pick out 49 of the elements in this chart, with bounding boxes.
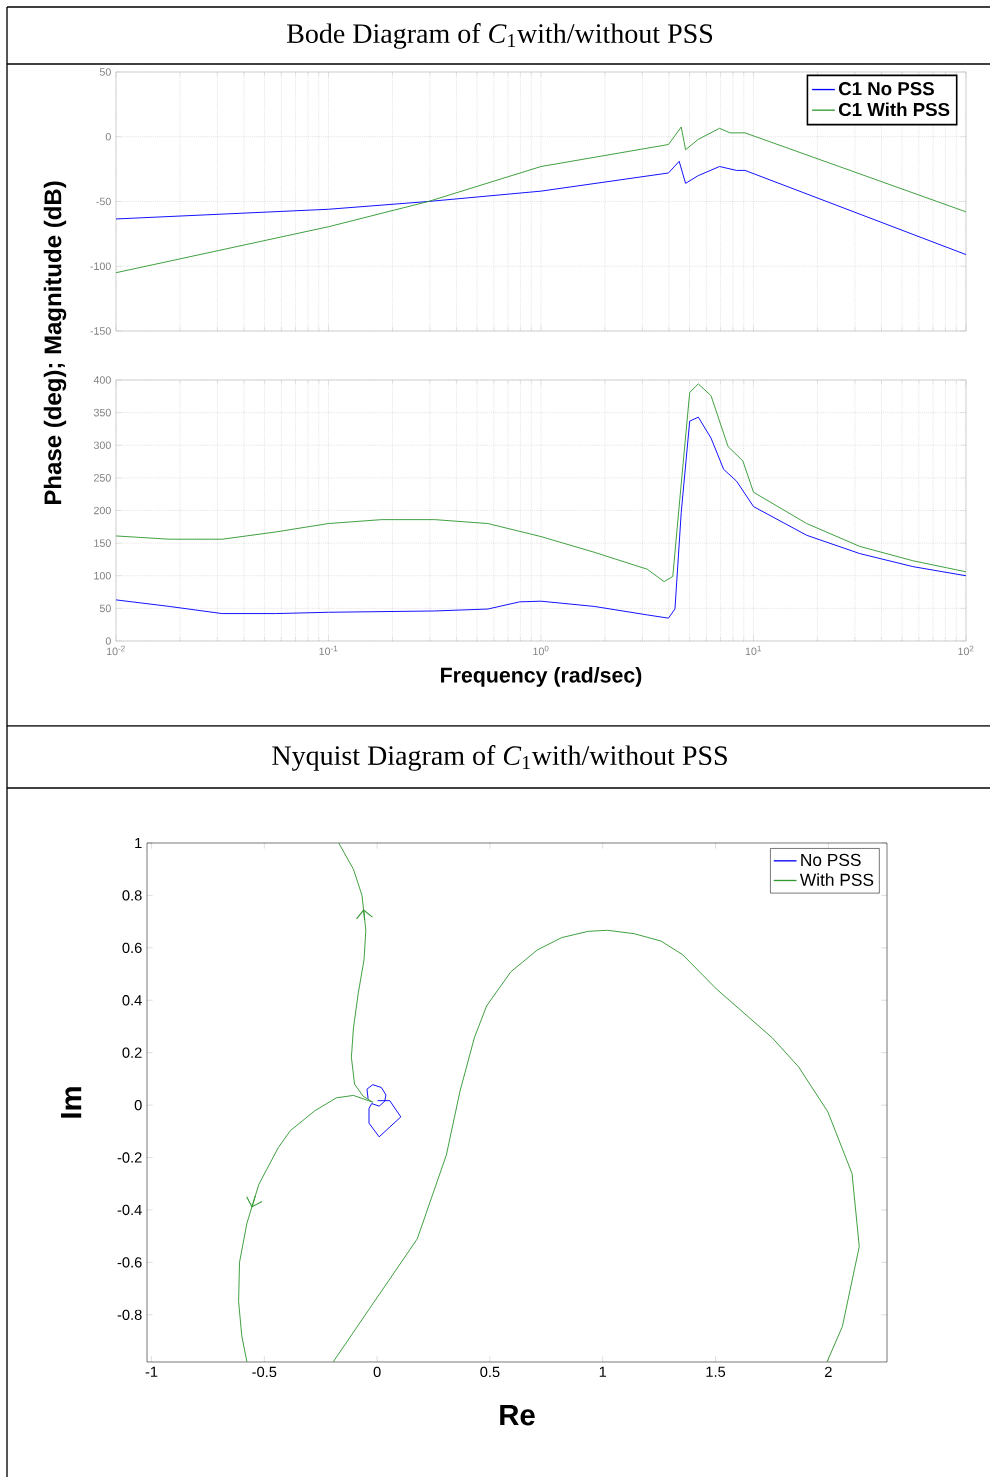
- x-tick-label: 0: [373, 1366, 381, 1378]
- y-tick-label: 150: [94, 539, 111, 547]
- y-tick-label: 0.4: [122, 995, 142, 1006]
- y-tick-label: 50: [99, 68, 111, 76]
- x-tick-label: -1: [145, 1366, 158, 1377]
- y-tick-label: 0: [134, 1099, 142, 1111]
- y-axis-title: Phase (deg); Magnitude (dB): [43, 181, 67, 505]
- line-series: [332, 929, 860, 1362]
- x-tick-label: 1: [599, 1366, 607, 1377]
- line-series: [238, 842, 374, 1362]
- x-tick-label: 10$^{2}$: [958, 645, 974, 656]
- x-tick-label: 10$^{-2}$: [106, 645, 125, 656]
- y-tick-label: 100: [94, 571, 111, 580]
- y-tick-label: -50: [96, 197, 111, 206]
- x-tick-label: 10$^{0}$: [533, 645, 549, 656]
- y-tick-label: 0: [105, 132, 111, 141]
- y-tick-label: 200: [94, 506, 111, 515]
- line-series: [366, 1084, 402, 1138]
- x-tick-label: 2: [825, 1366, 832, 1377]
- y-tick-label: 350: [93, 408, 111, 417]
- y-axis-title: Im: [61, 1087, 82, 1118]
- y-tick-label: 0: [105, 637, 111, 645]
- x-tick-label: -0.5: [252, 1366, 277, 1378]
- x-axis-title: Frequency (rad/sec): [441, 666, 642, 687]
- y-tick-label: 0.2: [122, 1047, 142, 1058]
- y-tick-label: 1: [135, 837, 142, 849]
- x-tick-label: 0.5: [480, 1366, 500, 1378]
- y-tick-label: -150: [90, 327, 111, 335]
- chart-title: Bode Diagram of C$_{1}$with/without PSS: [287, 23, 713, 49]
- y-tick-label: 300: [93, 441, 111, 450]
- legend-label: C1 No PSS: [838, 82, 934, 96]
- y-tick-label: -0.4: [117, 1204, 142, 1216]
- y-tick-label: -0.2: [117, 1152, 142, 1163]
- y-tick-label: 0.8: [122, 890, 142, 901]
- y-tick-label: -0.8: [117, 1309, 142, 1321]
- y-tick-label: 0.6: [122, 942, 142, 954]
- x-tick-label: 10$^{1}$: [745, 645, 761, 656]
- x-tick-label: 1.5: [706, 1366, 726, 1377]
- x-tick-label: 10$^{-1}$: [319, 645, 338, 656]
- legend-label: No PSS: [801, 853, 861, 867]
- y-tick-label: 250: [94, 474, 111, 482]
- chart-title: Nyquist Diagram of C$_{1}$with/without PSS: [272, 745, 727, 771]
- y-tick-label: 400: [93, 376, 111, 384]
- y-tick-label: 50: [99, 604, 111, 613]
- legend-label: C1 With PSS: [838, 102, 950, 117]
- y-tick-label: -100: [90, 262, 111, 271]
- legend-label: With PSS: [799, 873, 874, 886]
- x-axis-title: Re: [500, 1404, 535, 1426]
- y-tick-label: -0.6: [117, 1257, 142, 1268]
